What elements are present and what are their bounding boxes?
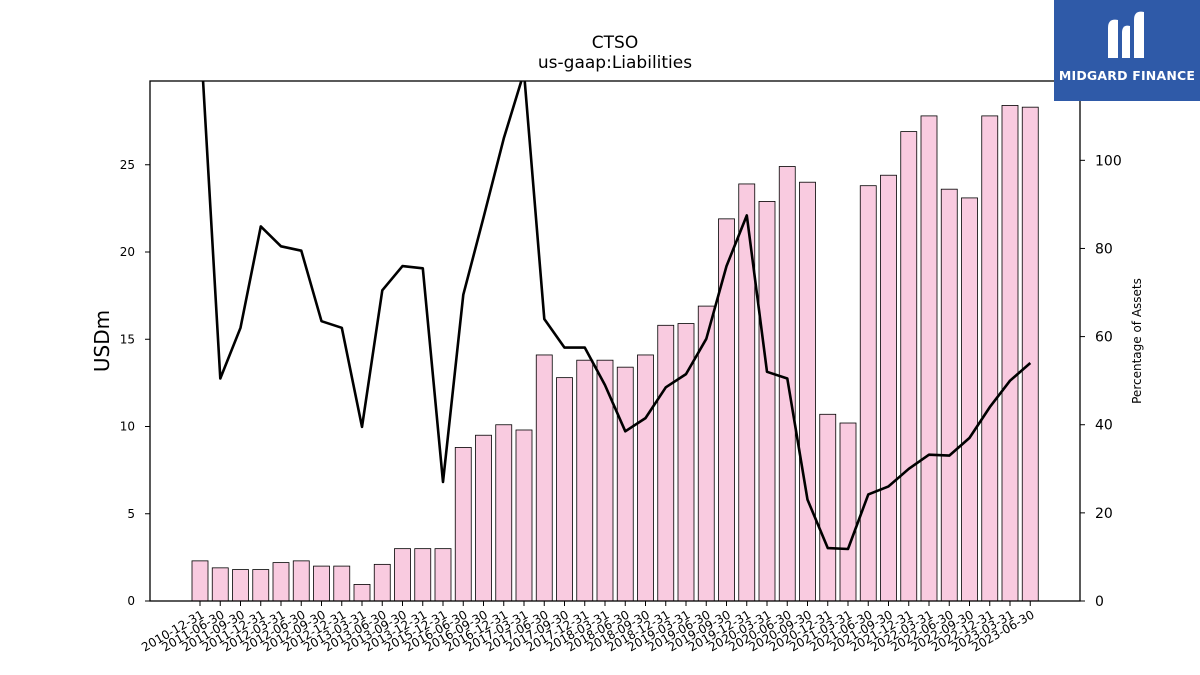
bar (272, 562, 290, 602)
bar (880, 174, 897, 602)
right-axis-label: Percentage of Assets (1130, 278, 1144, 404)
bar (333, 565, 351, 602)
right-tick-label: 0 (1095, 594, 1104, 610)
bar (434, 548, 452, 602)
left-tick-label: 5 (127, 507, 135, 521)
bar (1021, 106, 1039, 602)
chart-title: CTSO (592, 33, 638, 53)
bar (475, 434, 492, 602)
bar (738, 183, 756, 602)
right-axis: 0 20 40 60 80 100 (1080, 153, 1122, 610)
bar (920, 115, 938, 602)
bar (1001, 105, 1019, 602)
bar (211, 567, 229, 602)
bar (353, 584, 371, 602)
x-axis: 2010-12-312011-06-302011-09-302011-12-31… (139, 601, 1037, 654)
left-tick-label: 10 (120, 420, 135, 434)
left-tick-label: 0 (127, 594, 135, 608)
bar (637, 354, 654, 602)
bar (940, 188, 958, 602)
bar (252, 569, 270, 602)
bar (616, 366, 634, 602)
bar (799, 181, 816, 602)
left-axis: 0 5 10 15 20 25 (120, 158, 150, 608)
bar (819, 413, 837, 602)
bar (191, 560, 209, 602)
right-tick-label: 60 (1095, 330, 1113, 346)
bar (961, 197, 978, 602)
brand-logo: MIDGARD FINANCE (1054, 0, 1200, 101)
plot-frame (149, 80, 1081, 602)
bar (758, 201, 776, 602)
bar (394, 548, 411, 602)
left-tick-label: 20 (120, 245, 135, 259)
bar (373, 563, 391, 602)
chart-subtitle: us-gaap:Liabilities (538, 53, 692, 73)
bar (900, 131, 918, 602)
bar (657, 324, 675, 602)
left-tick-label: 15 (120, 332, 135, 346)
brand-name: MIDGARD FINANCE (1058, 68, 1196, 83)
bar (981, 115, 999, 602)
bar (718, 218, 735, 602)
left-axis-label: USDm (90, 310, 114, 372)
line-series (201, 81, 1032, 551)
bar (859, 185, 877, 602)
bar (495, 424, 513, 602)
bar (414, 548, 432, 602)
bar (515, 429, 533, 602)
bar (454, 447, 472, 602)
left-tick-label: 25 (120, 158, 135, 172)
bar-series (191, 105, 1039, 602)
bar (839, 422, 857, 602)
bar (292, 560, 310, 602)
bar (576, 359, 594, 602)
midgard-mark-icon (1108, 11, 1144, 58)
right-tick-label: 80 (1095, 241, 1113, 257)
bar (232, 569, 249, 602)
percentage-line (201, 81, 1032, 551)
right-tick-label: 100 (1095, 153, 1122, 169)
right-tick-label: 40 (1095, 418, 1113, 434)
bar (556, 377, 573, 602)
bar (313, 565, 330, 602)
bar (535, 354, 553, 602)
right-tick-label: 20 (1095, 506, 1113, 522)
